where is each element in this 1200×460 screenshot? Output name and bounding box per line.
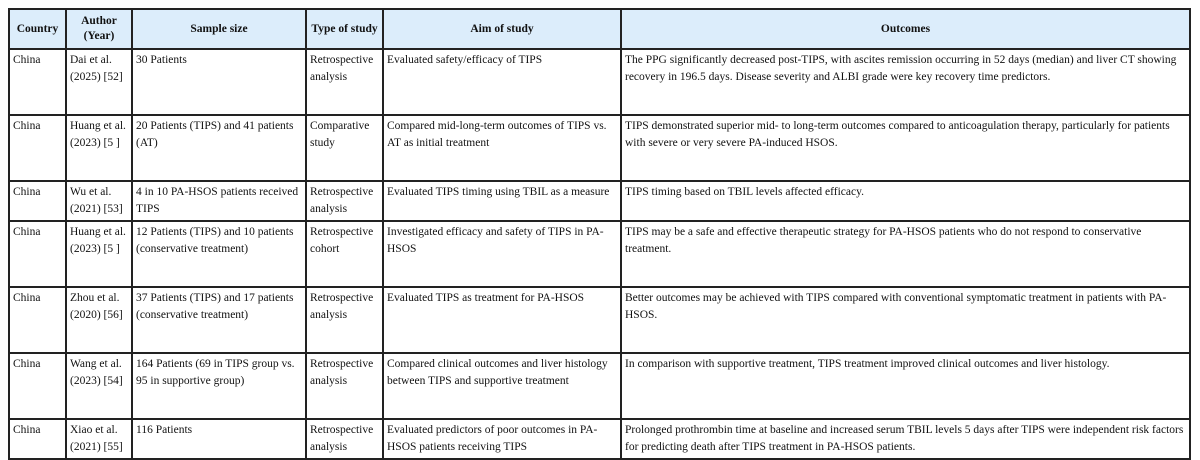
cell-aim: Evaluated safety/efficacy of TIPS xyxy=(382,48,622,116)
cell-sample-size: 164 Patients (69 in TIPS group vs. 95 in… xyxy=(131,352,307,420)
cell-author: Zhou et al. (2020) [56] xyxy=(65,286,133,354)
cell-aim: Investigated efficacy and safety of TIPS… xyxy=(382,220,622,288)
cell-sample-size: 20 Patients (TIPS) and 41 patients (AT) xyxy=(131,114,307,182)
cell-outcomes: The PPG significantly decreased post-TIP… xyxy=(620,48,1191,116)
cell-country: China xyxy=(8,352,67,420)
cell-aim: Evaluated TIPS as treatment for PA-HSOS xyxy=(382,286,622,354)
cell-country: China xyxy=(8,48,67,116)
table-row: China Zhou et al. (2020) [56] 37 Patients … xyxy=(8,286,1191,354)
cell-type: Comparative study xyxy=(305,114,384,182)
cell-country: China xyxy=(8,180,67,222)
header-sample-size: Sample size xyxy=(131,8,307,50)
cell-author: Wu et al. (2021) [53] xyxy=(65,180,133,222)
table-row: China Wu et al. (2021) [53] 4 in 10 PA-HSO… xyxy=(8,180,1191,222)
cell-outcomes: TIPS timing based on TBIL levels affecte… xyxy=(620,180,1191,222)
table-row: China Huang et al. (2023) [5 ] 20 Patients… xyxy=(8,114,1191,182)
cell-sample-size: 30 Patients xyxy=(131,48,307,116)
cell-type: Retrospective analysis xyxy=(305,352,384,420)
cell-type: Retrospective analysis xyxy=(305,180,384,222)
cell-sample-size: 37 Patients (TIPS) and 17 patients (cons… xyxy=(131,286,307,354)
cell-outcomes: In comparison with supportive treatment,… xyxy=(620,352,1191,420)
cell-sample-size: 116 Patients xyxy=(131,418,307,460)
cell-sample-size: 4 in 10 PA-HSOS patients received TIPS xyxy=(131,180,307,222)
cell-author: Huang et al. (2023) [5 ] xyxy=(65,114,133,182)
cell-aim: Evaluated TIPS timing using TBIL as a me… xyxy=(382,180,622,222)
cell-sample-size: 12 Patients (TIPS) and 10 patients (cons… xyxy=(131,220,307,288)
cell-type: Retrospective cohort xyxy=(305,220,384,288)
cell-country: China xyxy=(8,220,67,288)
header-outcomes: Outcomes xyxy=(620,8,1191,50)
cell-aim: Evaluated predictors of poor outcomes in… xyxy=(382,418,622,460)
cell-country: China xyxy=(8,114,67,182)
cell-type: Retrospective analysis xyxy=(305,48,384,116)
studies-table: Country Author (Year) Sample size Type o… xyxy=(8,8,1191,460)
header-type: Type of study xyxy=(305,8,384,50)
cell-country: China xyxy=(8,286,67,354)
header-row: Country Author (Year) Sample size Type o… xyxy=(8,8,1191,50)
header-aim: Aim of study xyxy=(382,8,622,50)
cell-outcomes: TIPS demonstrated superior mid- to long-… xyxy=(620,114,1191,182)
cell-aim: Compared mid-long-term outcomes of TIPS … xyxy=(382,114,622,182)
cell-author: Huang et al. (2023) [5 ] xyxy=(65,220,133,288)
cell-type: Retrospective analysis xyxy=(305,286,384,354)
table-row: China Huang et al. (2023) [5 ] 12 Patients… xyxy=(8,220,1191,288)
cell-outcomes: Prolonged prothrombin time at baseline a… xyxy=(620,418,1191,460)
cell-author: Wang et al. (2023) [54] xyxy=(65,352,133,420)
header-country: Country xyxy=(8,8,67,50)
cell-outcomes: Better outcomes may be achieved with TIP… xyxy=(620,286,1191,354)
table-row: China Dai et al. (2025) [52] 30 Patients Re… xyxy=(8,48,1191,116)
table-row: China Wang et al. (2023) [54] 164 Patients… xyxy=(8,352,1191,420)
cell-country: China xyxy=(8,418,67,460)
cell-author: Dai et al. (2025) [52] xyxy=(65,48,133,116)
header-author: Author (Year) xyxy=(65,8,133,50)
cell-aim: Compared clinical outcomes and liver his… xyxy=(382,352,622,420)
table-row: China Xiao et al. (2021) [55] 116 Patients… xyxy=(8,418,1191,460)
cell-author: Xiao et al. (2021) [55] xyxy=(65,418,133,460)
cell-type: Retrospective analysis xyxy=(305,418,384,460)
cell-outcomes: TIPS may be a safe and effective therape… xyxy=(620,220,1191,288)
